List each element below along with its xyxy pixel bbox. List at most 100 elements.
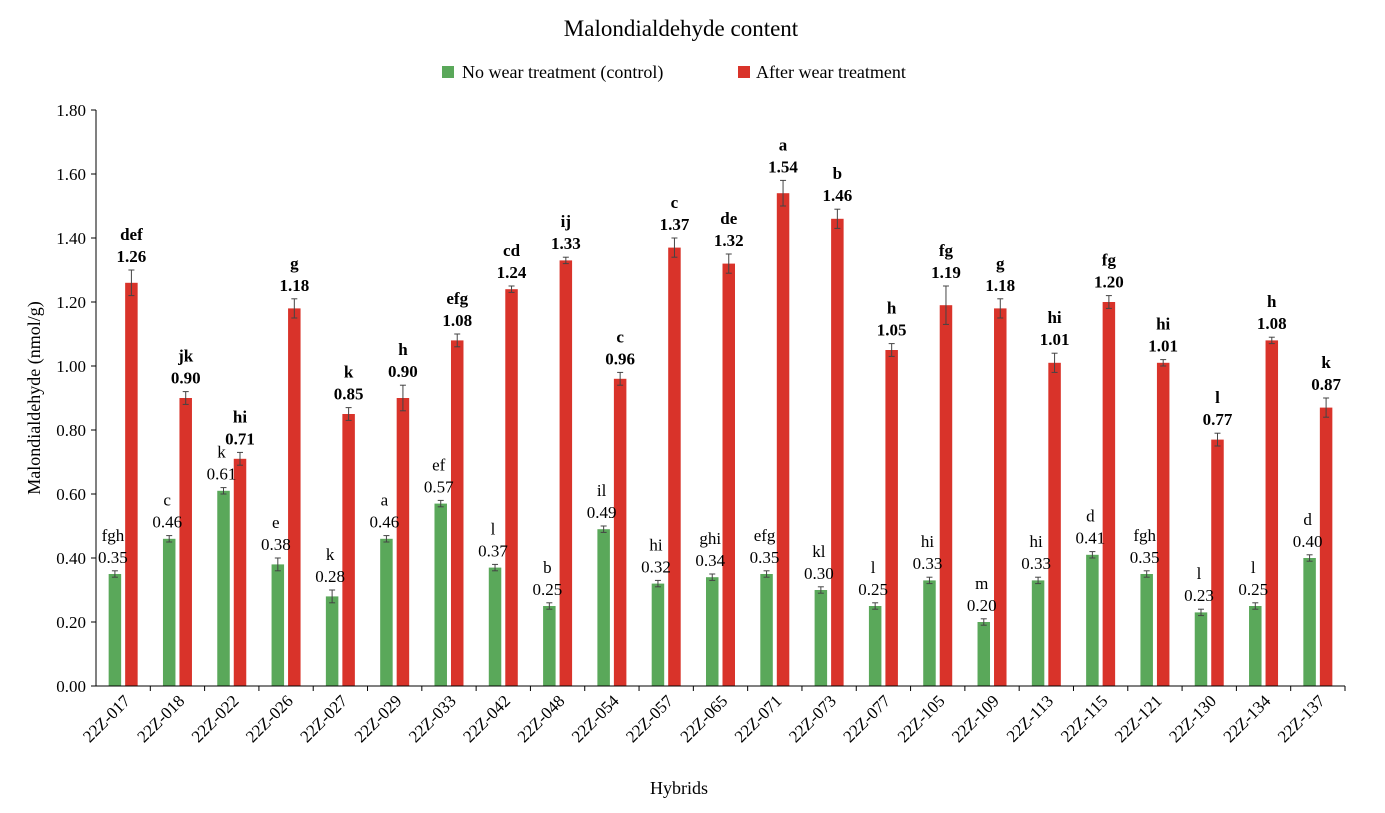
value-label-control: 0.33 [913, 554, 943, 573]
bar-wear [994, 308, 1007, 686]
bar-control [977, 622, 991, 686]
bar-wear [1102, 302, 1116, 686]
letter-label-wear: fg [939, 241, 954, 260]
letter-label-control: e [272, 513, 280, 532]
value-label-wear: 1.18 [279, 276, 309, 295]
letter-label-control: ghi [699, 529, 721, 548]
bar-control [706, 577, 719, 686]
x-tick-label: 22Z-026 [242, 691, 297, 746]
legend-swatch-control [442, 66, 454, 78]
x-tick-label: 22Z-057 [622, 691, 677, 746]
bar-control [325, 596, 339, 686]
letter-label-control: a [381, 491, 389, 510]
x-tick-label: 22Z-029 [351, 691, 406, 746]
letter-label-control: ef [432, 455, 446, 474]
value-label-control: 0.25 [532, 580, 562, 599]
value-label-control: 0.35 [1130, 548, 1160, 567]
bar-control [651, 583, 665, 686]
y-tick-label: 1.40 [56, 229, 86, 248]
bar-wear [776, 193, 790, 686]
bar-wear [831, 218, 844, 687]
x-tick-label: 22Z-113 [1003, 691, 1057, 745]
bar-control [923, 580, 936, 686]
value-label-wear: 0.87 [1311, 375, 1341, 394]
x-tick-label: 22Z-018 [133, 691, 188, 746]
value-label-wear: 1.54 [768, 157, 798, 176]
x-tick-label: 22Z-065 [676, 691, 731, 746]
value-label-control: 0.46 [370, 513, 400, 532]
letter-label-wear: fg [1102, 251, 1117, 270]
letter-label-wear: h [1267, 292, 1277, 311]
x-tick-label: 22Z-033 [405, 691, 460, 746]
legend-label-control: No wear treatment (control) [462, 62, 663, 83]
value-label-wear: 1.32 [714, 231, 744, 250]
letter-label-control: fgh [102, 526, 125, 545]
value-label-wear: 1.19 [931, 263, 961, 282]
letter-label-control: b [543, 558, 552, 577]
y-tick-label: 0.40 [56, 549, 86, 568]
legend-label-wear: After wear treatment [756, 62, 906, 82]
letter-label-wear: k [344, 363, 354, 382]
x-tick-label: 22Z-134 [1220, 691, 1275, 746]
bar-control [1140, 574, 1153, 686]
bar-control [271, 564, 285, 686]
bar-wear [559, 260, 573, 686]
value-label-wear: 1.08 [442, 311, 472, 330]
value-label-control: 0.61 [207, 465, 237, 484]
value-label-wear: 1.01 [1148, 337, 1178, 356]
bar-wear [288, 308, 301, 686]
letter-label-wear: g [996, 254, 1005, 273]
value-label-control: 0.49 [587, 503, 617, 522]
y-axis-label: Malondialdehyde (nmol/g) [24, 301, 45, 494]
bar-control [488, 567, 502, 686]
value-label-control: 0.28 [315, 567, 345, 586]
bar-wear [450, 340, 464, 686]
bar-wear [1265, 340, 1279, 686]
bar-wear [505, 289, 518, 686]
bar-control [868, 606, 882, 686]
value-label-wear: 1.01 [1040, 330, 1070, 349]
value-label-control: 0.33 [1021, 554, 1051, 573]
data-labels: 0.35fgh1.26def0.46c0.90jk0.61k0.71hi0.38… [98, 135, 1341, 614]
bars [108, 179, 1333, 687]
bar-wear [722, 263, 735, 686]
y-tick-label: 0.00 [56, 677, 86, 696]
bar-control [1194, 612, 1208, 686]
letter-label-wear: efg [446, 289, 468, 308]
value-label-wear: 1.20 [1094, 273, 1124, 292]
letter-label-control: k [217, 443, 226, 462]
y-axis: 0.00 0.20 0.40 0.60 0.80 1.00 1.20 1.40 1.60 1.80 [56, 101, 97, 696]
bar-wear [233, 458, 247, 686]
bar-control [434, 503, 447, 686]
value-label-wear: 0.77 [1203, 410, 1233, 429]
x-tick-label: 22Z-115 [1057, 691, 1111, 745]
bar-wear [1156, 362, 1170, 686]
bar-wear [613, 378, 627, 686]
letter-label-wear: c [616, 327, 624, 346]
letter-label-control: il [597, 481, 607, 500]
bar-control [217, 490, 230, 686]
letter-label-wear: g [290, 254, 299, 273]
bar-wear [342, 414, 355, 686]
value-label-control: 0.57 [424, 477, 454, 496]
letter-label-control: d [1086, 507, 1095, 526]
bar-wear [396, 398, 410, 686]
bar-control [108, 574, 122, 686]
letter-label-wear: l [1215, 388, 1220, 407]
letter-label-control: hi [649, 535, 663, 554]
value-label-wear: 0.90 [388, 362, 418, 381]
letter-label-wear: c [671, 193, 679, 212]
value-label-control: 0.38 [261, 535, 291, 554]
x-tick-label: 22Z-077 [839, 691, 894, 746]
y-tick-label: 1.80 [56, 101, 86, 120]
value-label-control: 0.30 [804, 564, 834, 583]
letter-label-wear: def [120, 225, 143, 244]
bar-wear [1211, 439, 1224, 686]
x-tick-label: 22Z-071 [731, 691, 786, 746]
bar-wear [885, 350, 898, 686]
x-tick-label: 22Z-017 [79, 691, 134, 746]
value-label-control: 0.25 [858, 580, 888, 599]
value-label-control: 0.35 [98, 548, 128, 567]
bar-control [597, 529, 610, 686]
letter-label-wear: k [1321, 353, 1331, 372]
